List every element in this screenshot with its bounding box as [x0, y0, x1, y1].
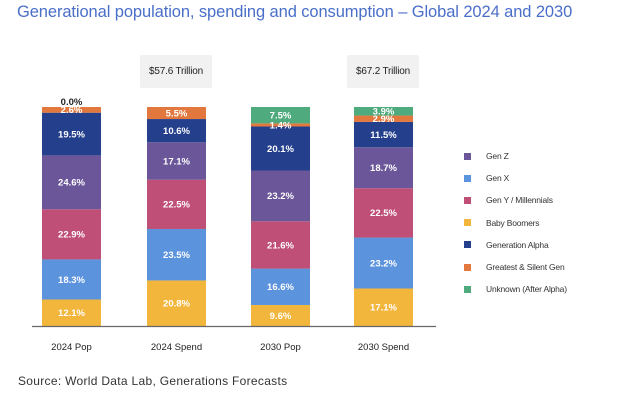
bar-segment-2030-pop-gen-x — [251, 268, 310, 305]
legend-item-gen-z: Gen Z — [464, 145, 567, 167]
legend-swatch — [464, 241, 471, 249]
bar-segment-2024-pop-gen-x — [42, 259, 101, 300]
total-label: $57.6 Trillion — [149, 66, 203, 77]
bar-segment-2024-spend-gen-x — [147, 228, 206, 281]
data-label: 23.5% — [163, 250, 190, 261]
legend-item-greatest-silent-gen: Greatest & Silent Gen — [464, 256, 567, 278]
bar-segment-2024-spend-gen-z — [147, 142, 206, 180]
bar-segment-2030-pop-generation-alpha — [251, 126, 310, 171]
data-label: 2.6% — [61, 105, 83, 116]
data-label-unknown-after-alpha: 0.0% — [61, 97, 83, 108]
chart-title: Generational population, spending and co… — [17, 3, 573, 21]
legend-swatch — [464, 219, 471, 227]
total-box-2024-spend: $57.6 Trillion — [140, 55, 212, 88]
data-label: 3.9% — [373, 107, 395, 118]
bar-segment-2030-spend-baby-boomers — [354, 288, 413, 326]
bar-segment-2030-spend-gen-z — [354, 147, 413, 189]
bars-group — [42, 107, 413, 326]
legend-swatch — [464, 174, 471, 182]
legend-item-generation-alpha: Generation Alpha — [464, 234, 567, 256]
data-label: 24.6% — [58, 178, 85, 189]
bar-segment-2024-pop-greatest-silent-gen — [42, 107, 101, 113]
bar-segment-2024-spend-gen-y-millennials — [147, 179, 206, 229]
data-label: 18.3% — [58, 275, 85, 286]
legend-label: Gen Y / Millennials — [486, 195, 553, 206]
bar-segment-2030-spend-generation-alpha — [354, 121, 413, 148]
data-label: 22.5% — [163, 200, 190, 211]
bar-segment-2030-spend-unknown-after-alpha — [354, 107, 413, 116]
legend-item-gen-x: Gen X — [464, 167, 567, 189]
data-label: 20.1% — [267, 144, 294, 155]
legend-swatch — [464, 263, 471, 271]
legend-label: Gen Z — [486, 151, 509, 162]
total-box-2030-spend: $67.2 Trillion — [347, 55, 419, 88]
bar-segment-2024-spend-greatest-silent-gen — [147, 107, 206, 120]
bar-segment-2030-pop-gen-y-millennials — [251, 221, 310, 269]
bar-segment-2030-spend-greatest-silent-gen — [354, 115, 413, 122]
data-label: 17.1% — [163, 156, 190, 167]
data-label: 10.6% — [163, 126, 190, 137]
legend-swatch — [464, 152, 471, 160]
bar-segment-2030-spend-gen-y-millennials — [354, 188, 413, 238]
source-note: Source: World Data Lab, Generations Fore… — [18, 374, 288, 388]
total-label: $67.2 Trillion — [356, 66, 410, 77]
bar-segment-2030-pop-greatest-silent-gen — [251, 123, 310, 127]
legend-label: Gen X — [486, 173, 510, 184]
bar-segment-2030-spend-gen-x — [354, 237, 413, 289]
category-label-2030-spend: 2030 Spend — [358, 342, 409, 353]
legend-label: Unknown (After Alpha) — [486, 284, 567, 295]
data-label: 22.5% — [370, 208, 397, 219]
legend: Gen Z Gen X Gen Y / Millennials Baby Boomer… — [464, 145, 567, 300]
data-label: 19.5% — [58, 129, 85, 140]
data-label: 11.5% — [370, 130, 397, 141]
data-label: 12.1% — [58, 308, 85, 319]
data-label: 17.1% — [370, 303, 397, 314]
legend-label: Generation Alpha — [486, 239, 549, 250]
category-labels: 2024 Pop 2024 Spend 2030 Pop 2030 Spend — [51, 342, 409, 353]
data-label: 23.2% — [267, 191, 294, 202]
bar-segment-2030-pop-baby-boomers — [251, 304, 310, 326]
bar-segment-2024-spend-generation-alpha — [147, 119, 206, 143]
bar-segment-2024-pop-baby-boomers — [42, 299, 101, 326]
data-label: 22.9% — [58, 230, 85, 241]
category-label-2024-pop: 2024 Pop — [51, 342, 92, 353]
category-label-2030-pop: 2030 Pop — [260, 342, 301, 353]
legend-label: Greatest & Silent Gen — [486, 262, 565, 273]
data-label: 2.9% — [373, 114, 395, 125]
data-label: 20.8% — [163, 299, 190, 310]
bar-segment-2024-pop-gen-y-millennials — [42, 209, 101, 260]
data-label: 9.6% — [270, 311, 292, 322]
category-label-2024-spend: 2024 Spend — [151, 342, 202, 353]
data-label: 23.2% — [370, 258, 397, 269]
legend-item-gen-y-millennials: Gen Y / Millennials — [464, 189, 567, 211]
data-label: 21.6% — [267, 240, 294, 251]
bar-segment-2030-pop-gen-z — [251, 170, 310, 222]
data-label: 18.7% — [370, 163, 397, 174]
data-label: 1.4% — [270, 120, 292, 131]
bar-segment-2024-pop-gen-z — [42, 155, 101, 210]
data-label: 7.5% — [270, 111, 292, 122]
legend-item-unknown-after-alpha: Unknown (After Alpha) — [464, 278, 567, 300]
data-label: 16.6% — [267, 282, 294, 293]
bar-segment-2030-pop-unknown-after-alpha — [251, 107, 310, 124]
data-label: 5.5% — [166, 108, 188, 119]
bar-segment-2024-spend-baby-boomers — [147, 280, 206, 326]
labels-group: 12.1% 18.3% 22.9% 24.6% 19.5% 2.6% 20.8% 23.5% 2… — [58, 97, 397, 322]
legend-item-baby-boomers: Baby Boomers — [464, 212, 567, 234]
legend-swatch — [464, 196, 471, 204]
legend-swatch — [464, 285, 471, 293]
legend-label: Baby Boomers — [486, 217, 540, 228]
bar-segment-2024-pop-generation-alpha — [42, 112, 101, 156]
